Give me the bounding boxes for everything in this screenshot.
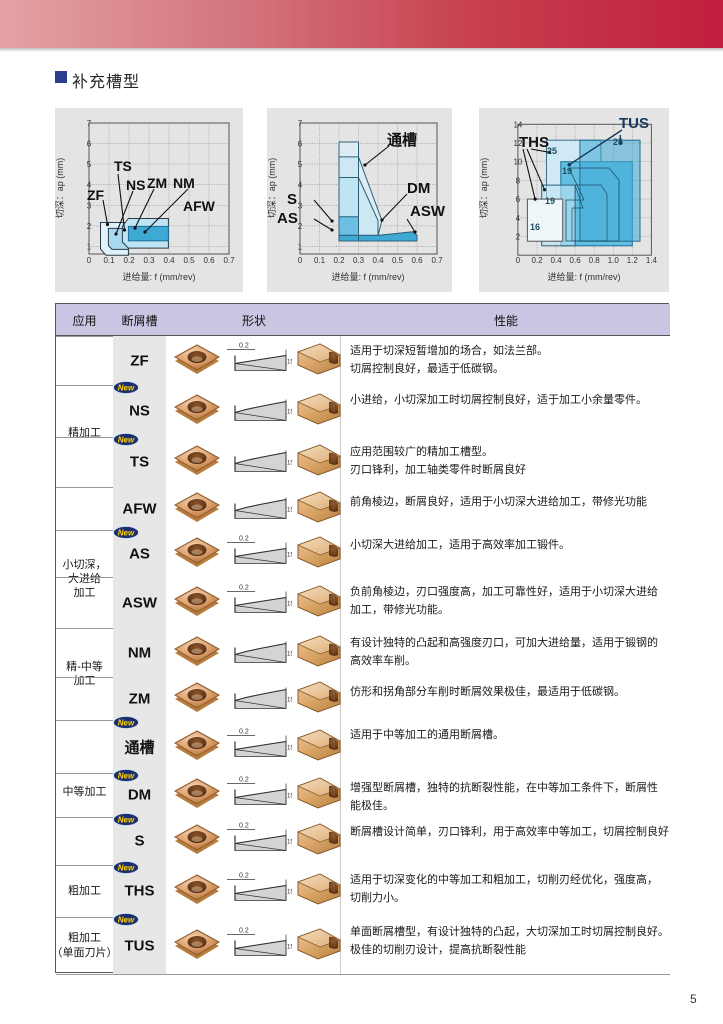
svg-text:14: 14 <box>513 120 522 129</box>
svg-text:2: 2 <box>516 233 521 242</box>
svg-text:0.4: 0.4 <box>163 256 175 265</box>
svg-text:New: New <box>118 384 135 393</box>
svg-text:New: New <box>118 864 135 873</box>
svg-text:25: 25 <box>613 137 623 147</box>
svg-text:7: 7 <box>298 119 303 128</box>
svg-text:6: 6 <box>516 195 521 204</box>
svg-text:0.5: 0.5 <box>183 256 195 265</box>
svg-text:15: 15 <box>287 410 292 416</box>
svg-text:0.6: 0.6 <box>570 256 582 265</box>
svg-text:切深：ap (mm): 切深：ap (mm) <box>55 158 65 219</box>
svg-text:0.2: 0.2 <box>239 535 249 542</box>
svg-text:8: 8 <box>516 176 521 185</box>
svg-text:1.4: 1.4 <box>646 256 658 265</box>
svg-text:15: 15 <box>287 890 292 896</box>
svg-text:0: 0 <box>516 256 521 265</box>
svg-text:0.1: 0.1 <box>314 256 326 265</box>
svg-text:切深：ap (mm): 切深：ap (mm) <box>267 158 277 219</box>
svg-text:New: New <box>118 529 135 538</box>
svg-text:0.4: 0.4 <box>372 256 384 265</box>
svg-text:0.2: 0.2 <box>239 728 249 735</box>
svg-text:0.2: 0.2 <box>239 584 249 591</box>
svg-text:通槽: 通槽 <box>387 131 417 149</box>
svg-text:ASW: ASW <box>410 203 446 220</box>
svg-text:0.7: 0.7 <box>431 256 443 265</box>
svg-text:DM: DM <box>407 180 430 197</box>
svg-text:切深：ap (mm): 切深：ap (mm) <box>479 158 489 219</box>
svg-text:12: 12 <box>513 139 522 148</box>
svg-text:15: 15 <box>287 745 292 751</box>
svg-text:15: 15 <box>287 359 292 365</box>
svg-text:15: 15 <box>287 944 292 950</box>
svg-text:ZM: ZM <box>147 175 167 191</box>
svg-text:0.1: 0.1 <box>103 256 115 265</box>
svg-text:0.2: 0.2 <box>333 256 345 265</box>
svg-text:0.2: 0.2 <box>239 823 249 830</box>
svg-text:6: 6 <box>298 140 303 149</box>
svg-text:1.0: 1.0 <box>608 256 620 265</box>
svg-text:0.2: 0.2 <box>531 256 543 265</box>
svg-text:1: 1 <box>87 242 92 251</box>
svg-text:NM: NM <box>173 175 195 191</box>
svg-text:AS: AS <box>277 210 298 227</box>
svg-text:New: New <box>118 816 135 825</box>
svg-text:0.3: 0.3 <box>143 256 155 265</box>
svg-text:New: New <box>118 719 135 728</box>
svg-text:0.4: 0.4 <box>550 256 562 265</box>
svg-text:0.2: 0.2 <box>239 927 249 934</box>
svg-text:4: 4 <box>298 181 303 190</box>
svg-text:4: 4 <box>87 181 92 190</box>
svg-text:5: 5 <box>87 160 92 169</box>
svg-text:AFW: AFW <box>183 198 216 214</box>
svg-text:0.2: 0.2 <box>239 873 249 880</box>
svg-text:15: 15 <box>287 601 292 607</box>
svg-text:7: 7 <box>87 119 92 128</box>
svg-text:THS: THS <box>519 134 549 151</box>
svg-text:0.6: 0.6 <box>411 256 423 265</box>
svg-text:TUS: TUS <box>619 115 649 132</box>
svg-text:3: 3 <box>87 201 92 210</box>
svg-text:New: New <box>118 436 135 445</box>
svg-text:15: 15 <box>287 461 292 467</box>
svg-text:3: 3 <box>298 201 303 210</box>
svg-text:1: 1 <box>298 242 303 251</box>
svg-text:15: 15 <box>287 651 292 657</box>
svg-text:25: 25 <box>547 146 557 156</box>
svg-text:0.2: 0.2 <box>123 256 135 265</box>
svg-text:TS: TS <box>114 158 132 174</box>
svg-text:5: 5 <box>298 160 303 169</box>
svg-text:NS: NS <box>126 177 145 193</box>
svg-text:0.8: 0.8 <box>589 256 601 265</box>
svg-text:0.3: 0.3 <box>353 256 365 265</box>
svg-text:0: 0 <box>87 256 92 265</box>
svg-text:0.2: 0.2 <box>239 342 249 349</box>
svg-text:19: 19 <box>545 196 555 206</box>
svg-text:2: 2 <box>298 222 303 231</box>
svg-text:2: 2 <box>87 222 92 231</box>
svg-text:S: S <box>287 191 297 208</box>
svg-text:0: 0 <box>298 256 303 265</box>
svg-text:19: 19 <box>562 166 572 176</box>
svg-text:0.2: 0.2 <box>239 777 249 784</box>
svg-text:15: 15 <box>287 794 292 800</box>
svg-text:进给量: f (mm/rev): 进给量: f (mm/rev) <box>123 271 196 282</box>
svg-text:进给量: f (mm/rev): 进给量: f (mm/rev) <box>548 271 621 282</box>
svg-text:15: 15 <box>287 697 292 703</box>
svg-text:0.6: 0.6 <box>203 256 215 265</box>
svg-text:1.2: 1.2 <box>627 256 639 265</box>
svg-text:进给量: f (mm/rev): 进给量: f (mm/rev) <box>332 271 405 282</box>
svg-text:16: 16 <box>530 222 540 232</box>
svg-text:4: 4 <box>516 214 521 223</box>
svg-text:6: 6 <box>87 140 92 149</box>
svg-text:10: 10 <box>513 158 522 167</box>
svg-text:New: New <box>118 772 135 781</box>
svg-text:New: New <box>118 916 135 925</box>
svg-text:15: 15 <box>287 507 292 513</box>
svg-text:0.7: 0.7 <box>223 256 235 265</box>
svg-text:0.5: 0.5 <box>392 256 404 265</box>
svg-text:15: 15 <box>287 840 292 846</box>
svg-text:15: 15 <box>287 552 292 558</box>
